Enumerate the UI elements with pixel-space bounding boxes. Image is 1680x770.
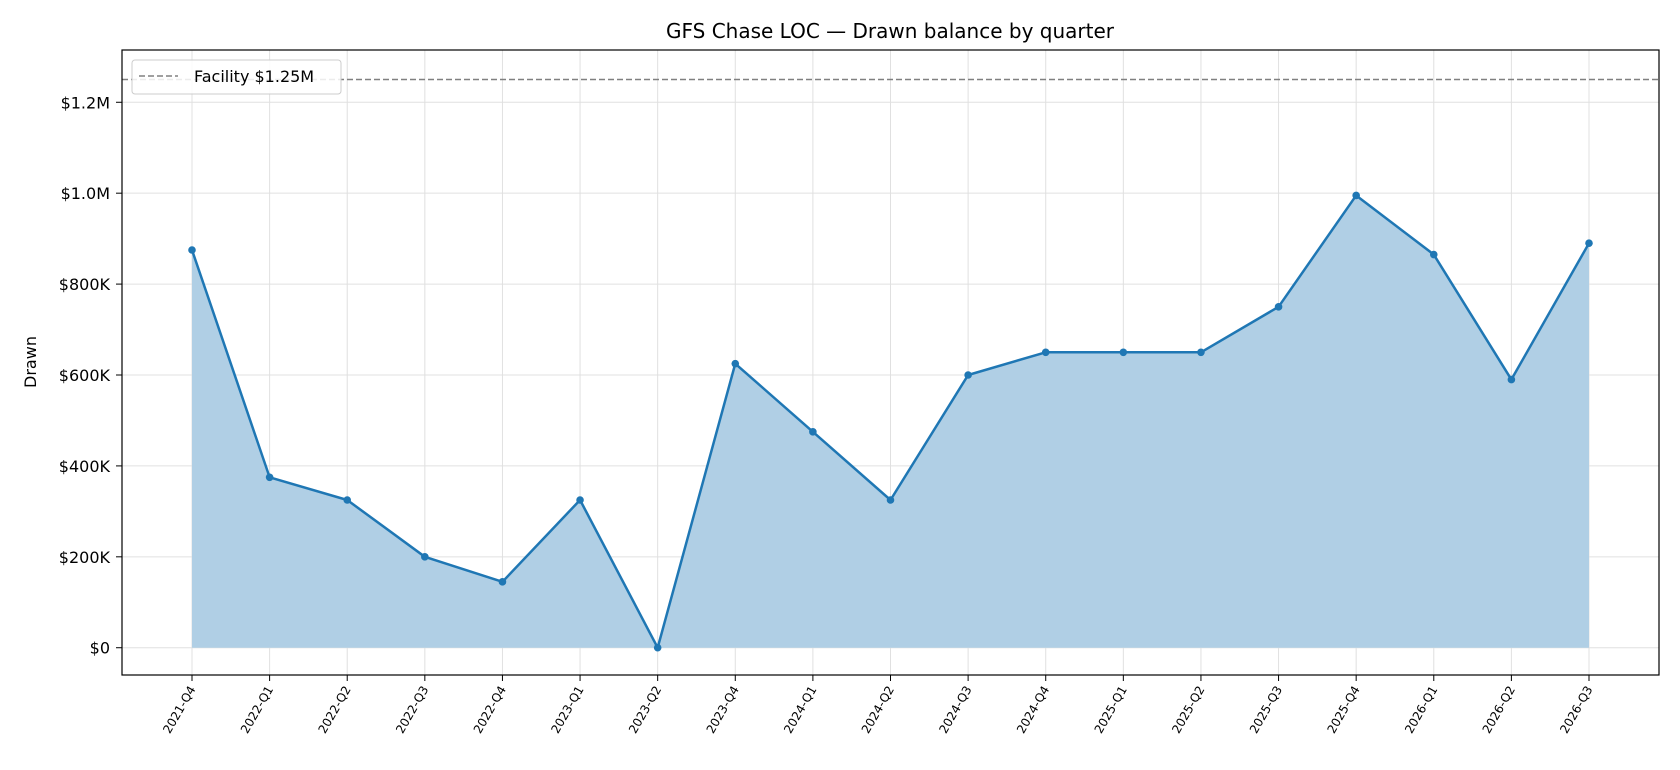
data-point [964,371,972,379]
area-layer [192,195,1589,648]
y-tick-label: $800K [59,275,111,294]
y-tick-label: $600K [59,366,111,385]
y-tick-label: $400K [59,457,111,476]
data-point [421,553,429,561]
y-axis: $0 $200K $400K $600K $800K $1.0M $1.2M [59,93,122,658]
y-tick-label: $0 [90,639,110,658]
legend: Facility $1.25M [131,59,342,95]
data-point [188,246,196,254]
data-point [809,428,817,436]
data-point [1352,191,1360,200]
data-point [498,578,507,586]
y-tick-label: $200K [59,548,111,567]
y-tick-label: $1.0M [61,184,110,203]
data-point [1274,303,1283,311]
drawn-area-fill [192,195,1589,648]
y-tick-label: $1.2M [61,93,110,112]
data-point [1119,348,1128,357]
data-point [731,359,740,368]
chart-title: GFS Chase LOC — Drawn balance by quarter [666,19,1115,43]
data-point [653,643,662,652]
y-axis-label: Drawn [21,336,40,388]
data-point [1507,375,1516,384]
data-point [1585,239,1593,247]
data-point [343,496,352,504]
data-point [576,496,584,504]
legend-box [131,59,342,95]
data-point [1197,348,1205,357]
data-point [1429,250,1438,259]
legend-label: Facility $1.25M [194,67,314,86]
data-point [886,496,895,504]
point-layer [188,191,1593,652]
plot-frame [121,49,1660,676]
data-point [265,473,274,482]
data-point [1041,348,1050,357]
